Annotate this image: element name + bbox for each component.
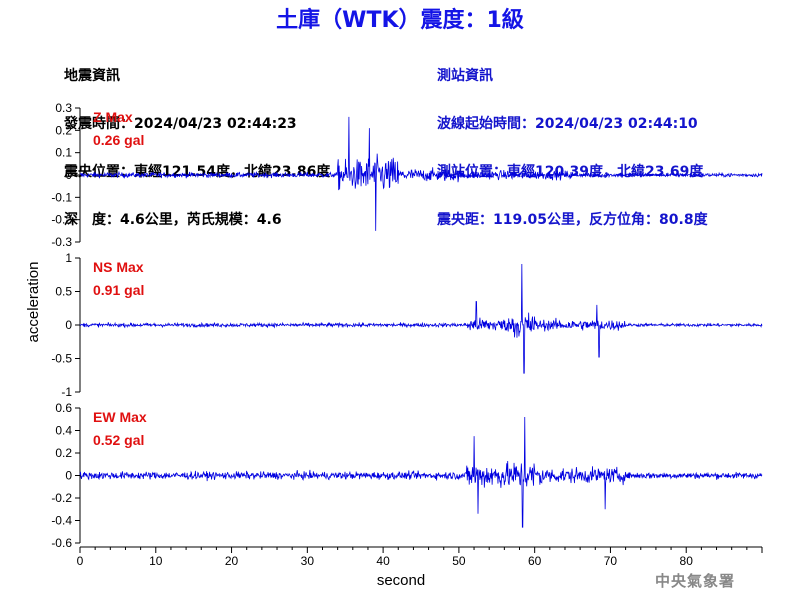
ytick-label: -0.6 [51,536,72,550]
ytick-label: -0.2 [51,491,72,505]
waveform-z [79,116,763,231]
ytick-label: 0.2 [55,446,72,460]
ytick-label: 0.2 [55,123,72,137]
xtick-label: 10 [149,554,163,568]
ytick-label: -0.4 [51,514,72,528]
ytick-label: 1 [65,251,72,265]
origin-time: 發震時間：2024/04/23 02:44:23 [64,116,297,132]
xtick-label: 50 [452,554,466,568]
x-axis-title: second [377,572,425,589]
waveform-start-time: 波線起始時間：2024/04/23 02:44:10 [437,116,698,132]
xtick-label: 20 [225,554,239,568]
station-info-heading: 測站資訊 [437,68,493,84]
ytick-label: -0.2 [51,213,72,227]
xtick-label: 60 [528,554,542,568]
xtick-label: 30 [301,554,315,568]
ytick-label: 0.3 [55,101,72,115]
ytick-label: 0 [65,168,72,182]
xtick-label: 80 [680,554,694,568]
xtick-label: 40 [376,554,390,568]
xtick-label: 0 [77,554,84,568]
ytick-label: 0 [65,469,72,483]
waveform-ew [79,416,763,528]
ytick-label: 0.4 [55,424,72,438]
depth-magnitude: 深 度：4.6公里，芮氏規模：4.6 [64,212,282,228]
earthquake-info-heading: 地震資訊 [64,68,120,84]
max-value-ns: 0.91 gal [93,282,144,298]
station-info: 測站資訊 波線起始時間：2024/04/23 02:44:10 測站位置：東經1… [437,36,708,244]
y-axis-title: acceleration [25,262,42,343]
epicentral-distance: 震央距：119.05公里，反方位角：80.8度 [437,212,708,228]
ytick-label: -0.3 [51,235,72,249]
chart-title: 土庫（WTK）震度：1級 [276,8,524,33]
xtick-label: 70 [604,554,618,568]
ytick-label: 0.6 [55,401,72,415]
waveform-ns [79,264,763,374]
ytick-label: -1 [61,385,72,399]
ytick-label: -0.5 [51,352,72,366]
ytick-label: 0.5 [55,285,72,299]
max-value-z: 0.26 gal [93,132,144,148]
max-label-ns: NS Max [93,259,144,275]
ytick-label: 0 [65,318,72,332]
max-label-z: Z Max [93,109,133,125]
max-value-ew: 0.52 gal [93,432,144,448]
earthquake-info: 地震資訊 發震時間：2024/04/23 02:44:23 震央位置：東經121… [64,36,330,244]
max-label-ew: EW Max [93,409,147,425]
ytick-label: -0.1 [51,190,72,204]
ytick-label: 0.1 [55,146,72,160]
agency-credit: 中央氣象署 [655,572,736,590]
